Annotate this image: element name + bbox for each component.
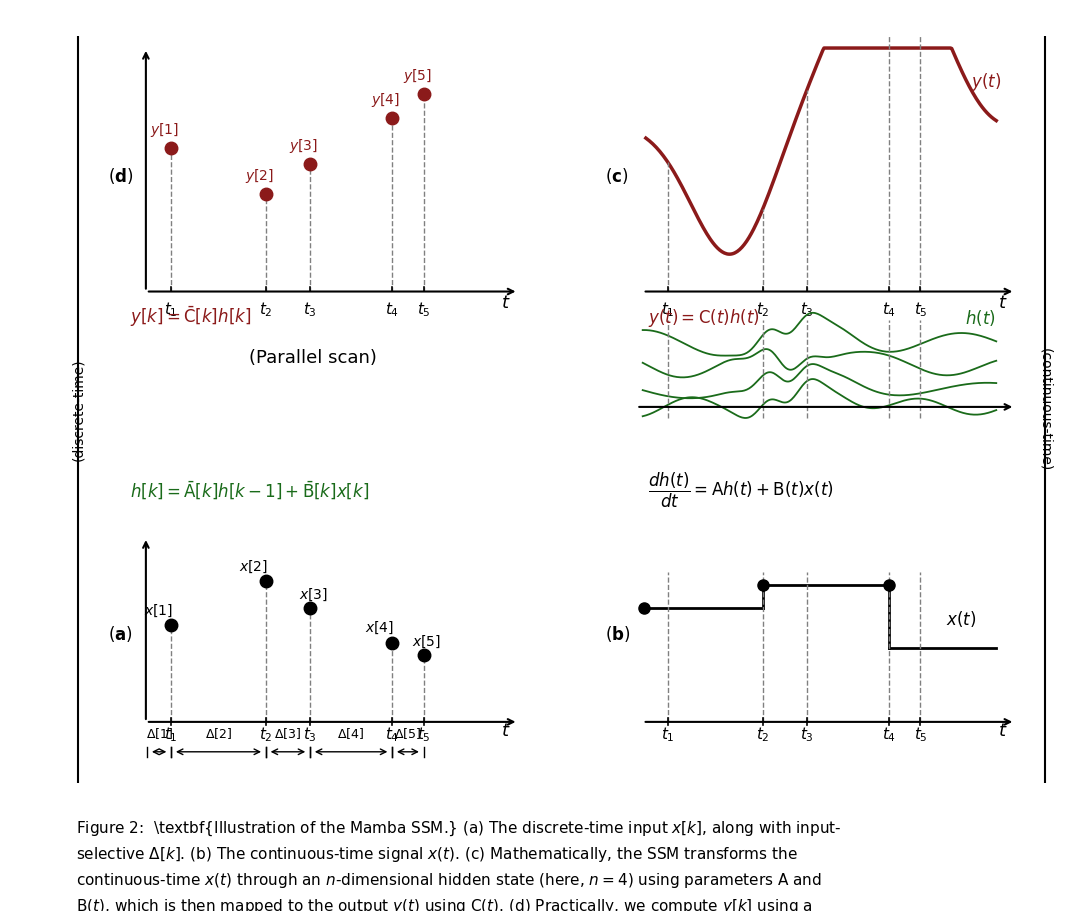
Text: (Parallel scan): (Parallel scan)	[249, 350, 377, 367]
Text: $t_1$: $t_1$	[164, 725, 178, 744]
Text: $x[4]$: $x[4]$	[365, 620, 394, 636]
Text: $\Delta[2]$: $\Delta[2]$	[205, 726, 232, 742]
Text: $x[5]$: $x[5]$	[413, 634, 442, 650]
Text: $(\mathbf{a})$: $(\mathbf{a})$	[108, 624, 133, 644]
Text: $x[2]$: $x[2]$	[239, 558, 268, 575]
Text: Figure 2:  \textbf{Illustration of the Mamba SSM.} (a) The discrete-time input $: Figure 2: \textbf{Illustration of the Ma…	[76, 820, 841, 911]
Text: $t$: $t$	[998, 293, 1008, 312]
Text: $x[3]$: $x[3]$	[299, 587, 327, 603]
Text: $(\mathbf{b})$: $(\mathbf{b})$	[605, 624, 631, 644]
Text: $y[k] = \bar{\mathrm{C}}[k]h[k]$: $y[k] = \bar{\mathrm{C}}[k]h[k]$	[130, 305, 251, 330]
Text: $t_5$: $t_5$	[914, 301, 928, 320]
Text: $y(t) = \mathrm{C}(t)h(t)$: $y(t) = \mathrm{C}(t)h(t)$	[648, 307, 760, 330]
Text: $\Delta[1]$: $\Delta[1]$	[146, 726, 173, 742]
Text: $t_5$: $t_5$	[914, 725, 928, 744]
Text: $t$: $t$	[501, 293, 511, 312]
Text: $y[3]$: $y[3]$	[289, 137, 319, 155]
Text: $\Delta[4]$: $\Delta[4]$	[337, 726, 365, 742]
Text: $t_5$: $t_5$	[417, 301, 431, 320]
Text: $t_3$: $t_3$	[800, 301, 813, 320]
Text: $\Delta[5]$: $\Delta[5]$	[394, 726, 421, 742]
Text: $t_4$: $t_4$	[386, 725, 400, 744]
Text: $t_2$: $t_2$	[259, 725, 272, 744]
Text: $t_1$: $t_1$	[164, 301, 178, 320]
Text: $t_2$: $t_2$	[756, 725, 769, 744]
Text: $\dfrac{dh(t)}{dt} = \mathrm{A}h(t) + \mathrm{B}(t)x(t)$: $\dfrac{dh(t)}{dt} = \mathrm{A}h(t) + \m…	[648, 471, 834, 510]
Text: $h[k] = \bar{\mathrm{A}}[k]h[k-1] + \bar{\mathrm{B}}[k]x[k]$: $h[k] = \bar{\mathrm{A}}[k]h[k-1] + \bar…	[130, 479, 368, 501]
Text: $t_3$: $t_3$	[303, 301, 316, 320]
Text: $t_3$: $t_3$	[303, 725, 316, 744]
Text: (continuous-time): (continuous-time)	[1038, 348, 1052, 472]
Text: $t_1$: $t_1$	[661, 301, 675, 320]
Text: $y[4]$: $y[4]$	[372, 91, 401, 108]
Text: $t_2$: $t_2$	[259, 301, 272, 320]
Text: $t_4$: $t_4$	[882, 725, 896, 744]
Text: $t_4$: $t_4$	[882, 301, 896, 320]
Text: $y[5]$: $y[5]$	[403, 67, 432, 86]
Text: $t$: $t$	[501, 722, 511, 740]
Text: $x[1]$: $x[1]$	[144, 602, 173, 619]
Text: $(\mathbf{d})$: $(\mathbf{d})$	[108, 166, 134, 186]
Text: $h(t)$: $h(t)$	[964, 308, 996, 328]
Text: $(\mathbf{c})$: $(\mathbf{c})$	[605, 166, 629, 186]
Text: $t_4$: $t_4$	[386, 301, 400, 320]
Text: $y[2]$: $y[2]$	[245, 168, 274, 185]
Text: $x(t)$: $x(t)$	[946, 609, 976, 630]
Text: $t_5$: $t_5$	[417, 725, 431, 744]
Text: $\Delta[3]$: $\Delta[3]$	[274, 726, 301, 742]
Text: $t$: $t$	[998, 722, 1008, 740]
Text: $y[1]$: $y[1]$	[150, 121, 179, 138]
Text: $t_1$: $t_1$	[661, 725, 675, 744]
Text: $y(t)$: $y(t)$	[971, 71, 1001, 94]
Text: $t_2$: $t_2$	[756, 301, 769, 320]
Text: $t_3$: $t_3$	[800, 725, 813, 744]
Text: (discrete-time): (discrete-time)	[71, 359, 85, 461]
